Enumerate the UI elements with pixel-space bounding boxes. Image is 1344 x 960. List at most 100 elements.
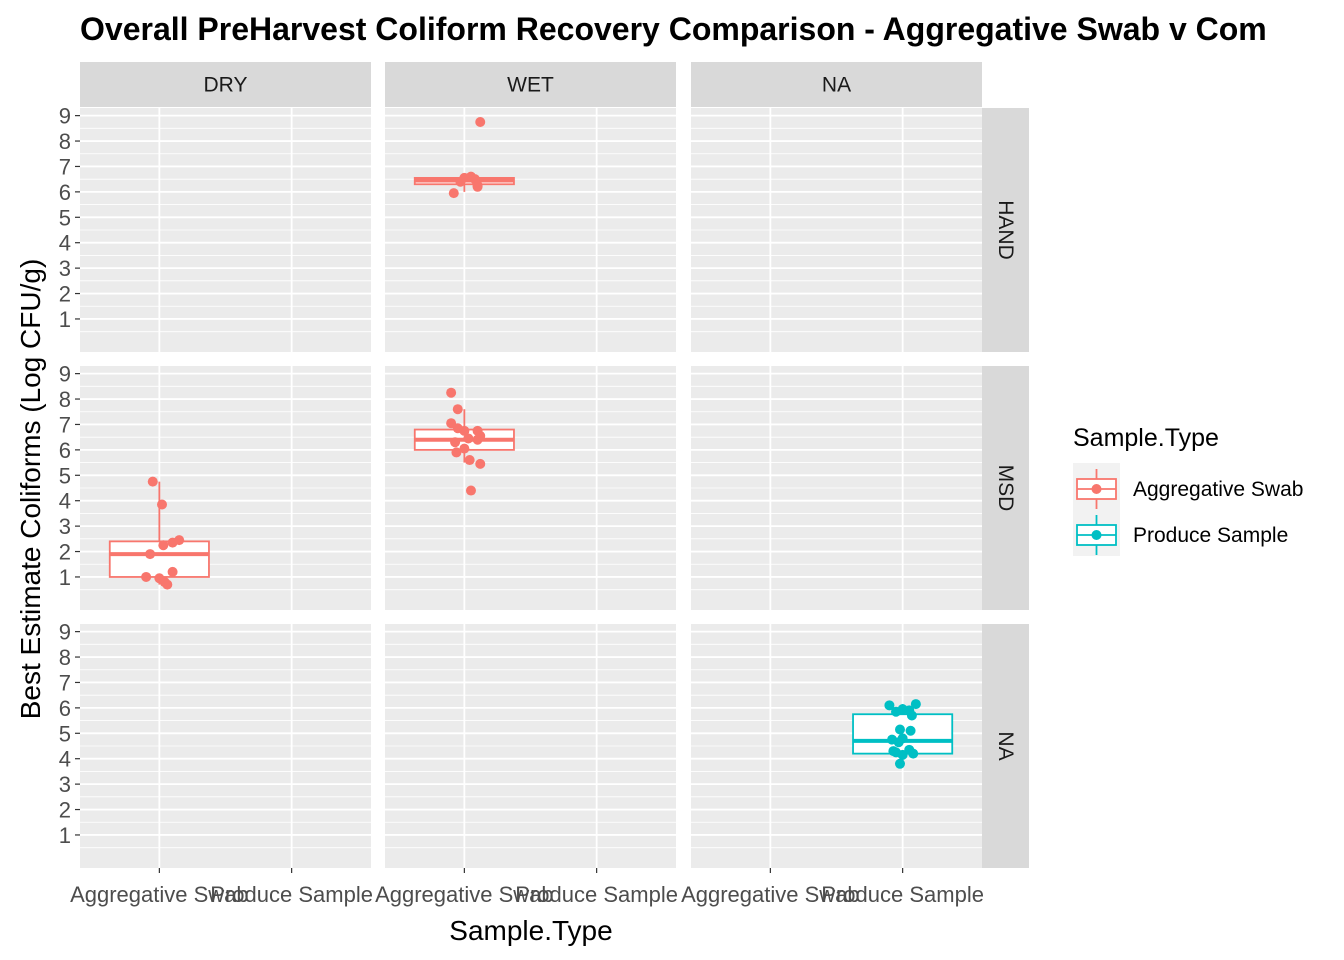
data-point bbox=[897, 704, 908, 715]
box-wet-hand bbox=[413, 116, 515, 199]
data-point bbox=[450, 437, 461, 448]
data-point bbox=[908, 748, 919, 759]
data-point bbox=[464, 455, 475, 466]
row-strip-na bbox=[982, 624, 1029, 868]
data-point bbox=[452, 404, 463, 415]
data-point bbox=[455, 176, 466, 187]
y-axis-title: Best Estimate Coliforms (Log CFU/g) bbox=[15, 259, 46, 720]
y-tick-label: 3 bbox=[59, 514, 71, 539]
legend-key-aggregative-swab bbox=[1076, 469, 1117, 509]
data-point bbox=[451, 447, 462, 458]
data-point bbox=[472, 181, 483, 192]
row-strip-msd bbox=[982, 366, 1029, 610]
data-point bbox=[147, 476, 158, 487]
x-tick-label: Produce Sample bbox=[515, 882, 678, 907]
data-point bbox=[888, 746, 899, 757]
data-point bbox=[157, 499, 168, 510]
data-point bbox=[472, 434, 483, 445]
row-strip-label: NA bbox=[994, 731, 1017, 760]
legend-key-produce-sample bbox=[1076, 515, 1117, 555]
y-tick-label: 5 bbox=[59, 463, 71, 488]
column-strip-label: WET bbox=[507, 74, 554, 97]
row-strip-label: MSD bbox=[994, 465, 1017, 512]
data-point bbox=[475, 116, 486, 127]
legend-title: Sample.Type bbox=[1073, 424, 1219, 452]
x-axis-title: Sample.Type bbox=[449, 915, 612, 946]
y-tick-label: 6 bbox=[59, 696, 71, 721]
column-strip-wet bbox=[385, 62, 676, 107]
y-tick-label: 6 bbox=[59, 438, 71, 463]
y-tick-label: 5 bbox=[59, 205, 71, 230]
data-point bbox=[894, 724, 905, 735]
column-strip-label: NA bbox=[822, 74, 851, 97]
x-tick-label: Produce Sample bbox=[821, 882, 984, 907]
x-tick-label: Aggregative Swab bbox=[681, 882, 860, 907]
data-point bbox=[906, 710, 917, 721]
chart-title: Overall PreHarvest Coliform Recovery Com… bbox=[80, 11, 1267, 47]
y-tick-label: 7 bbox=[59, 670, 71, 695]
y-tick-label: 8 bbox=[59, 645, 71, 670]
data-point bbox=[463, 433, 474, 444]
legend-label: Aggregative Swab bbox=[1133, 478, 1303, 501]
column-strip-dry bbox=[80, 62, 371, 107]
y-tick-label: 9 bbox=[59, 620, 71, 645]
y-tick-label: 4 bbox=[59, 747, 71, 772]
y-tick-label: 6 bbox=[59, 180, 71, 205]
y-tick-label: 7 bbox=[59, 154, 71, 179]
data-point bbox=[141, 571, 152, 582]
y-tick-label: 3 bbox=[59, 256, 71, 281]
data-point bbox=[884, 700, 895, 711]
data-point bbox=[893, 737, 904, 748]
data-point bbox=[465, 485, 476, 496]
data-point bbox=[167, 537, 178, 548]
data-point bbox=[158, 540, 169, 551]
column-strip-na bbox=[691, 62, 982, 107]
facet-panels bbox=[80, 108, 982, 868]
data-point bbox=[145, 549, 156, 560]
data-point bbox=[167, 566, 178, 577]
y-tick-label: 5 bbox=[59, 721, 71, 746]
y-tick-label: 9 bbox=[59, 104, 71, 129]
y-tick-label: 1 bbox=[59, 823, 71, 848]
legend: Sample.Type Aggregative Swab Produce Samp… bbox=[1073, 424, 1303, 556]
row-strip-label: HAND bbox=[994, 200, 1017, 260]
y-tick-label: 1 bbox=[59, 307, 71, 332]
y-tick-label: 7 bbox=[59, 412, 71, 437]
facet-strips: DRY WET NA HAND MSD NA bbox=[80, 62, 1029, 868]
box-dry-msd bbox=[108, 476, 210, 590]
data-point bbox=[446, 387, 457, 398]
y-tick-label: 2 bbox=[59, 282, 71, 307]
y-tick-label: 2 bbox=[59, 540, 71, 565]
data-point bbox=[459, 425, 470, 436]
data-point bbox=[459, 443, 470, 454]
data-point bbox=[905, 725, 916, 736]
data-point bbox=[448, 188, 459, 199]
legend-label: Produce Sample bbox=[1133, 524, 1288, 547]
box-wet-msd bbox=[413, 387, 515, 496]
y-tick-label: 3 bbox=[59, 772, 71, 797]
y-tick-label: 4 bbox=[59, 231, 71, 256]
y-tick-label: 8 bbox=[59, 387, 71, 412]
row-strip-hand bbox=[982, 108, 1029, 352]
y-tick-label: 4 bbox=[59, 489, 71, 514]
y-tick-label: 9 bbox=[59, 362, 71, 387]
box-na-na bbox=[852, 699, 954, 769]
y-tick-label: 1 bbox=[59, 565, 71, 590]
data-point bbox=[897, 749, 908, 760]
data-point bbox=[162, 579, 173, 590]
x-tick-label: Produce Sample bbox=[210, 882, 373, 907]
x-tick-label: Aggregative Swab bbox=[375, 882, 554, 907]
x-tick-label: Aggregative Swab bbox=[70, 882, 249, 907]
data-point bbox=[910, 699, 921, 710]
column-strip-label: DRY bbox=[204, 74, 248, 97]
y-tick-label: 2 bbox=[59, 798, 71, 823]
data-marks bbox=[108, 116, 954, 769]
legend-point bbox=[1091, 484, 1102, 494]
data-point bbox=[475, 458, 486, 469]
y-tick-label: 8 bbox=[59, 129, 71, 154]
data-point bbox=[894, 758, 905, 769]
legend-point bbox=[1091, 530, 1102, 540]
